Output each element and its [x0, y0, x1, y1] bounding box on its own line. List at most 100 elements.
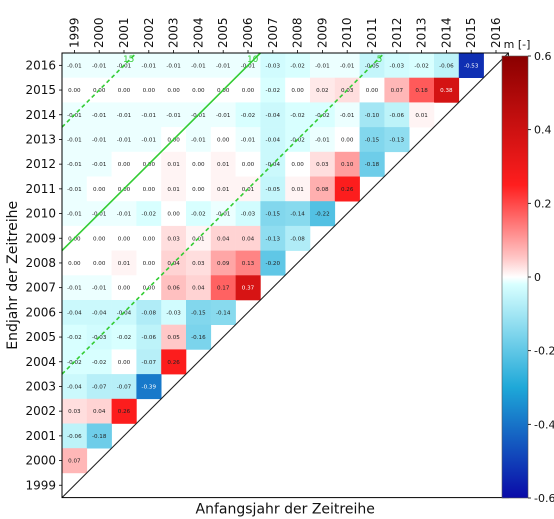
x-tick-label: 2003: [167, 17, 181, 48]
cell-value-label: 0.00: [242, 162, 255, 168]
cell-value-label: 0.00: [143, 286, 156, 292]
heatmap-cell: [409, 53, 435, 78]
heatmap-cell: [310, 201, 336, 227]
cell-value-label: -0.01: [315, 137, 330, 143]
heatmap-cell: [186, 53, 212, 78]
cell-value-label: -0.04: [266, 113, 281, 119]
cell-value-label: 0.08: [316, 187, 329, 193]
x-tick-label: 2015: [464, 17, 478, 48]
colorbar-tick-label: -0.2: [534, 345, 554, 358]
heatmap-cell: [111, 127, 137, 153]
cell-value-label: 0.00: [93, 261, 106, 267]
heatmap-cell: [161, 275, 187, 301]
heatmap-cell: [161, 225, 187, 251]
cell-value-label: -0.01: [117, 63, 132, 69]
cell-value-label: -0.10: [365, 113, 380, 119]
diagonal-lines: 15 10 5: [61, 52, 509, 498]
cell-value-label: -0.01: [92, 113, 107, 119]
heatmap-cell: [210, 225, 236, 251]
colorbar-tick-label: 0.6: [534, 50, 552, 63]
cell-value-label: 0.00: [68, 88, 81, 94]
cell-value-label: 0.00: [217, 88, 230, 94]
cell-value-label: -0.02: [67, 335, 81, 341]
cell-value-label: 0.26: [118, 409, 131, 415]
colorbar-tick-label: 0.4: [534, 124, 552, 137]
cell-value-label: -0.02: [92, 360, 106, 366]
heatmap-cell: [136, 127, 162, 153]
heatmap-cell: [235, 102, 261, 128]
heatmap-cell: [235, 127, 261, 153]
cell-value-label: -0.01: [67, 286, 82, 292]
heatmap-cell: [136, 225, 162, 251]
cell-value-label: -0.01: [67, 63, 82, 69]
heatmap-cell: [210, 53, 236, 78]
heatmap-cell: [161, 176, 187, 202]
cell-value-label: -0.01: [92, 137, 107, 143]
heatmap-cell: [310, 176, 336, 202]
span-line-5: [61, 52, 385, 375]
cell-value-label: -0.22: [315, 212, 329, 218]
cell-value-label: 0.00: [143, 261, 156, 267]
heatmap-cell: [111, 225, 137, 251]
cell-value-label: -0.08: [142, 310, 157, 316]
heatmap-cell: [334, 176, 360, 202]
cell-value-label: 0.00: [118, 162, 131, 168]
cell-value-label: 0.13: [242, 261, 255, 267]
cell-value-label: 0.06: [167, 286, 180, 292]
cell-value-label: 0.00: [143, 187, 156, 193]
cell-value-label: 0.00: [192, 162, 205, 168]
heatmap-cell: [111, 349, 137, 375]
cell-value-label: -0.02: [266, 88, 280, 94]
x-axis-ticks: 1999 2000 2001 2002 2003 2004 2005 2006 2007 2008…: [67, 17, 503, 53]
colorbar-ticks: 0.6 0.4 0.2 0 -0.2 -0.4 -0.6: [528, 50, 554, 505]
heatmap-cell: [186, 127, 212, 153]
heatmap-cell: [384, 127, 410, 153]
cell-value-label: -0.01: [67, 187, 82, 193]
heatmap-cell: [409, 102, 435, 128]
heatmap-cell: [210, 102, 236, 128]
span-line-10: [61, 52, 261, 252]
cell-value-label: -0.02: [142, 212, 156, 218]
heatmap-cell: [384, 102, 410, 128]
heatmap-cell: [260, 250, 286, 276]
cell-value-label: -0.01: [117, 137, 132, 143]
heatmap-cell: [62, 53, 88, 78]
cell-value-label: -0.01: [117, 212, 132, 218]
cell-value-label: -0.01: [340, 113, 355, 119]
heatmap-cell: [359, 102, 385, 128]
cell-value-label: 0.00: [68, 261, 81, 267]
heatmap-cell: [86, 127, 112, 153]
cell-value-label: -0.01: [92, 212, 107, 218]
cell-value-label: 0.00: [291, 162, 304, 168]
cell-value-label: 0.03: [192, 261, 205, 267]
x-tick-label: 2012: [390, 17, 404, 48]
y-tick-label: 2003: [25, 379, 56, 393]
heatmap-cell: [111, 77, 137, 103]
heatmap-cell: [111, 275, 137, 301]
heatmap-cell: [136, 53, 162, 78]
span-line-label: 15: [123, 55, 134, 65]
cell-value-label: 0.00: [167, 88, 180, 94]
cell-value-label: -0.15: [191, 310, 206, 316]
span-line-label: 10: [247, 55, 259, 65]
heatmap-cell: [86, 423, 112, 449]
heatmap-cells: [62, 53, 484, 474]
heatmap-cell: [62, 300, 88, 325]
y-tick-label: 2008: [25, 256, 56, 270]
span-line-15: [61, 52, 137, 128]
x-tick-label: 2002: [142, 17, 156, 48]
cell-value-label: 0.05: [167, 335, 180, 341]
heatmap-cell: [235, 225, 261, 251]
heatmap-cell: [62, 324, 88, 350]
heatmap-cell: [260, 77, 286, 103]
heatmap-cell: [62, 250, 88, 276]
heatmap-cell: [186, 176, 212, 202]
cell-value-label: -0.01: [340, 63, 355, 69]
cell-value-label: 0.00: [143, 162, 156, 168]
main-diagonal: [61, 52, 509, 498]
heatmap-cell: [285, 151, 311, 177]
heatmap-cell: [285, 176, 311, 202]
colorbar-tick-label: -0.4: [534, 418, 554, 431]
cell-value-label: 0.04: [167, 261, 180, 267]
heatmap-cell: [235, 77, 261, 103]
